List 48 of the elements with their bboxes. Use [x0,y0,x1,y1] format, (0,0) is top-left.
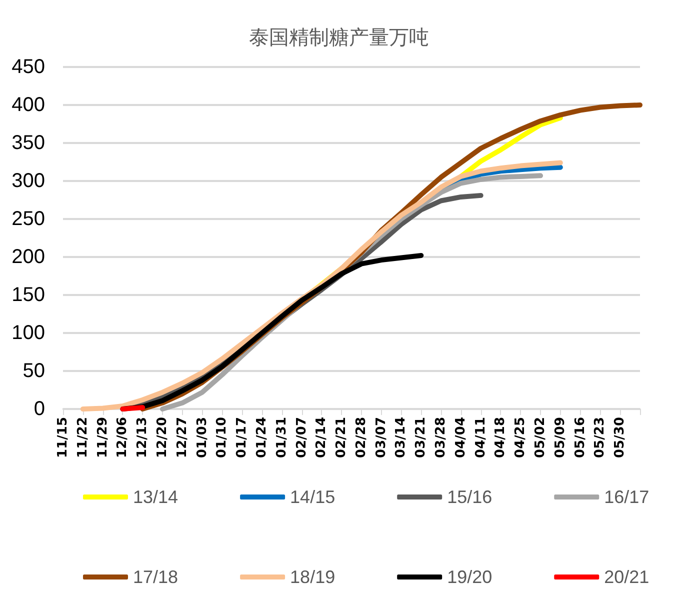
x-tick-label: 12/06 [115,417,130,458]
x-tick-label: 04/11 [473,417,488,458]
x-tick-label: 02/14 [314,417,330,458]
y-tick-label: 50 [22,360,45,382]
x-tick-label: 03/28 [434,417,449,458]
x-tick-label: 12/13 [135,417,150,458]
y-tick-label: 300 [12,170,45,192]
legend-label: 15/16 [447,487,492,507]
x-tick-label: 11/29 [95,417,110,458]
legend-label: 16/17 [604,487,650,507]
chart-title: 泰国精制糖产量万吨 [249,25,429,49]
y-tick-label: 450 [12,56,45,78]
x-tick-label: 11/22 [75,417,90,458]
x-tick-label: 12/27 [174,417,190,458]
x-tick-label: 01/24 [254,417,270,458]
y-tick-label: 0 [34,398,45,420]
x-tick-label: 03/14 [394,417,409,458]
x-tick-label: 01/17 [234,417,250,458]
y-tick-label: 400 [12,94,45,116]
y-tick-label: 250 [12,208,45,230]
legend-label: 20/21 [604,567,650,587]
x-tick-label: 04/25 [513,417,528,458]
x-tick-label: 03/07 [374,417,389,458]
x-tick-label: 05/09 [552,417,568,458]
x-tick-label: 01/10 [214,417,230,458]
x-tick-label: 05/30 [612,417,628,458]
x-tick-label: 01/03 [194,417,210,458]
x-tick-label: 04/18 [493,417,508,458]
y-tick-label: 150 [12,284,45,306]
legend-label: 14/15 [290,487,336,507]
legend-label: 18/19 [290,567,336,587]
x-tick-label: 02/21 [334,417,350,458]
legend-label: 17/18 [133,567,178,587]
y-tick-label: 100 [12,322,45,344]
x-tick-label: 05/16 [572,417,588,458]
x-tick-label: 03/21 [414,417,429,458]
y-tick-label: 350 [12,132,45,154]
x-tick-label: 05/23 [592,417,608,458]
x-tick-label: 02/28 [354,417,369,458]
x-tick-label: 02/07 [294,417,310,458]
x-tick-label: 01/31 [274,417,290,458]
x-tick-label: 12/20 [154,417,170,458]
y-tick-label: 200 [12,246,45,268]
x-tick-label: 05/02 [533,417,548,458]
legend-label: 13/14 [133,487,178,507]
x-tick-label: 04/04 [453,417,468,458]
x-tick-label: 11/15 [56,417,70,458]
legend-label: 19/20 [447,567,492,587]
